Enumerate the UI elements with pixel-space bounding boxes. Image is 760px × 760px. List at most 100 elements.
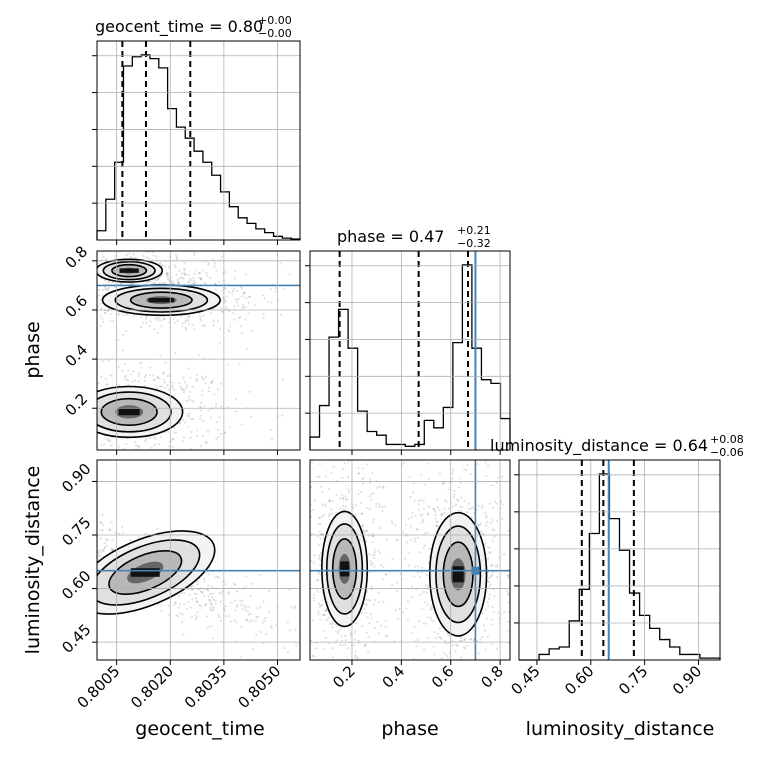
sample-point xyxy=(391,558,394,561)
sample-point xyxy=(512,637,514,639)
sample-point xyxy=(218,616,221,619)
sample-point xyxy=(470,507,473,510)
sample-point xyxy=(142,254,145,258)
sample-point xyxy=(179,276,182,279)
sample-point xyxy=(41,296,43,298)
sample-point xyxy=(380,624,383,627)
sample-point xyxy=(94,451,96,453)
sample-point xyxy=(184,326,187,329)
sample-point xyxy=(275,623,278,627)
sample-point xyxy=(181,440,185,443)
sample-point xyxy=(164,386,167,390)
sample-point xyxy=(384,625,387,628)
sample-point xyxy=(86,554,88,556)
sample-point xyxy=(76,377,78,379)
sample-point xyxy=(331,626,334,629)
sample-point xyxy=(447,507,451,510)
sample-point xyxy=(368,481,372,484)
axes-layer xyxy=(92,40,721,665)
sample-point xyxy=(340,635,343,638)
sample-point xyxy=(215,437,218,441)
sample-point xyxy=(210,605,213,609)
sample-point xyxy=(144,373,147,377)
sample-point xyxy=(497,617,501,621)
sample-point xyxy=(421,670,423,672)
sample-point xyxy=(61,335,63,337)
sample-point xyxy=(50,445,52,447)
sample-point xyxy=(451,472,454,475)
sample-point xyxy=(472,639,475,642)
sample-point xyxy=(235,621,238,624)
sample-point xyxy=(23,436,25,438)
sample-point xyxy=(286,651,289,654)
sample-point xyxy=(353,686,355,688)
sample-point xyxy=(211,380,214,384)
x-tick-label: 0.60 xyxy=(561,662,597,698)
sample-point xyxy=(204,382,207,385)
sample-point xyxy=(102,549,105,553)
sample-point xyxy=(458,640,461,643)
sample-point xyxy=(201,269,204,272)
sample-point xyxy=(202,419,205,422)
sample-point xyxy=(205,441,208,445)
sample-point xyxy=(363,645,366,648)
sample-point xyxy=(491,571,494,574)
sample-point xyxy=(202,435,205,438)
sample-point xyxy=(50,422,52,424)
sample-point xyxy=(262,600,265,603)
sample-point xyxy=(417,503,420,506)
sample-point xyxy=(417,499,420,503)
sample-point xyxy=(121,349,125,352)
sample-point xyxy=(372,535,375,538)
sample-point xyxy=(443,437,445,439)
sample-point xyxy=(2,386,4,388)
sample-point xyxy=(224,298,227,301)
title-luminosity-distance-minus: −0.06 xyxy=(710,446,744,459)
sample-point xyxy=(460,656,463,659)
sample-point xyxy=(75,277,77,279)
sample-point xyxy=(245,618,248,621)
sample-point xyxy=(60,269,62,271)
y-tick-label: 0.60 xyxy=(58,567,94,603)
sample-point xyxy=(144,282,147,285)
sample-point xyxy=(55,306,57,308)
sample-point xyxy=(87,424,89,426)
sample-point xyxy=(316,590,319,593)
sample-point xyxy=(55,535,57,537)
sample-point xyxy=(185,386,188,390)
sample-point xyxy=(451,639,454,642)
sample-point xyxy=(62,269,64,271)
sample-point xyxy=(341,476,344,480)
sample-point xyxy=(80,269,82,271)
sample-point xyxy=(274,287,277,290)
sample-point xyxy=(369,612,372,616)
sample-point xyxy=(423,544,426,547)
sample-point xyxy=(214,599,217,602)
sample-point xyxy=(179,228,181,230)
sample-point xyxy=(91,301,93,303)
sample-point xyxy=(318,554,321,557)
sample-point xyxy=(436,498,439,501)
sample-point xyxy=(317,523,320,526)
sample-point xyxy=(46,392,48,394)
sample-point xyxy=(89,423,91,425)
sample-point xyxy=(137,380,140,383)
sample-point xyxy=(507,601,510,604)
sample-point xyxy=(101,529,104,532)
sample-point xyxy=(187,367,190,370)
sample-point xyxy=(32,308,34,310)
sample-point xyxy=(262,313,265,316)
sample-point xyxy=(489,583,493,586)
sample-point xyxy=(88,555,90,557)
sample-point xyxy=(365,529,368,532)
x-tick-label: 0.2 xyxy=(329,662,359,692)
sample-point xyxy=(361,477,364,481)
sample-point xyxy=(501,503,504,506)
sample-point xyxy=(247,301,251,304)
sample-point xyxy=(371,472,374,475)
sample-point xyxy=(181,613,184,616)
sample-point xyxy=(67,429,69,431)
sample-point xyxy=(406,600,409,603)
sample-point xyxy=(182,376,185,379)
sample-point xyxy=(48,422,50,424)
